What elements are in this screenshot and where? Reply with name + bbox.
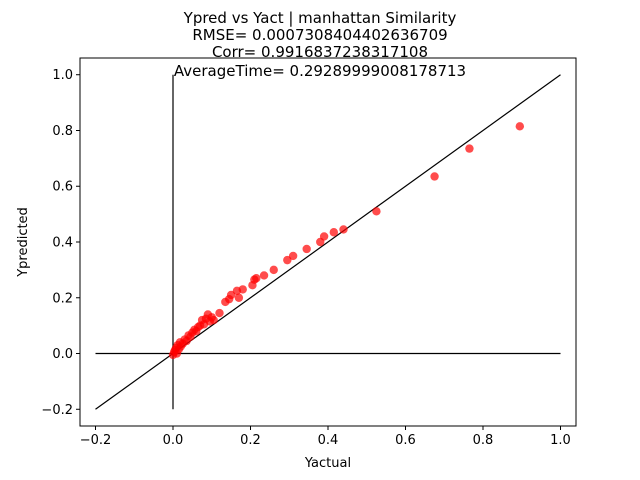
data-point-32 — [238, 285, 247, 294]
chart-title-line: Ypred vs Yact | manhattan Similarity — [183, 9, 457, 27]
data-point-35 — [252, 274, 261, 283]
data-point-48 — [515, 122, 525, 131]
data-point-40 — [302, 244, 311, 254]
chart-subtitle-corr: Corr= 0.9916837238317108 — [212, 43, 428, 61]
y-axis-label: Ypredicted — [16, 207, 31, 278]
data-point-31 — [234, 293, 244, 302]
y-tick-label: 0.0 — [52, 347, 73, 362]
data-point-42 — [319, 232, 329, 241]
x-tick-label: 0.4 — [318, 433, 339, 448]
x-axis-label: Yactual — [304, 456, 351, 471]
x-tick-label: 1.0 — [550, 433, 571, 448]
y-tick-label: 0.6 — [52, 180, 73, 195]
data-point-43 — [329, 228, 339, 237]
data-point-36 — [259, 271, 269, 280]
data-point-25 — [209, 315, 218, 325]
x-tick-label: 0.0 — [163, 433, 184, 448]
plot-area: −0.2 0.0 0.2 0.4 0.6 0.8 1.0 −0.2 0.0 0.2 0.4 0.6 0.… — [41, 57, 577, 448]
y-tick-label: 1.0 — [52, 68, 73, 83]
x-tick-label: 0.2 — [240, 433, 261, 448]
y-tick-label: −0.2 — [41, 403, 73, 418]
data-point-46 — [430, 172, 439, 181]
x-tick-label: 0.6 — [395, 433, 416, 448]
chart-title: Ypred vs Yact | manhattan Similarity RMS… — [174, 9, 466, 80]
data-point-39 — [288, 251, 298, 261]
data-point-26 — [215, 308, 224, 318]
y-tick-label: 0.2 — [52, 291, 73, 306]
y-tick-label: 0.4 — [52, 236, 73, 251]
data-point-38 — [283, 255, 292, 265]
reference-line-0 — [95, 74, 561, 410]
data-point-37 — [269, 265, 278, 275]
x-tick-label: −0.2 — [80, 433, 112, 448]
y-tick-label: 0.8 — [52, 124, 73, 139]
data-point-29 — [226, 290, 236, 300]
x-tick-label: 0.8 — [473, 433, 494, 448]
chart-subtitle-rmse: RMSE= 0.0007308404402636709 — [192, 26, 447, 44]
data-point-47 — [465, 144, 474, 153]
data-point-45 — [372, 207, 381, 216]
chart-subtitle-average-time: AverageTime= 0.29289999008178713 — [174, 62, 466, 80]
data-point-44 — [339, 225, 348, 234]
